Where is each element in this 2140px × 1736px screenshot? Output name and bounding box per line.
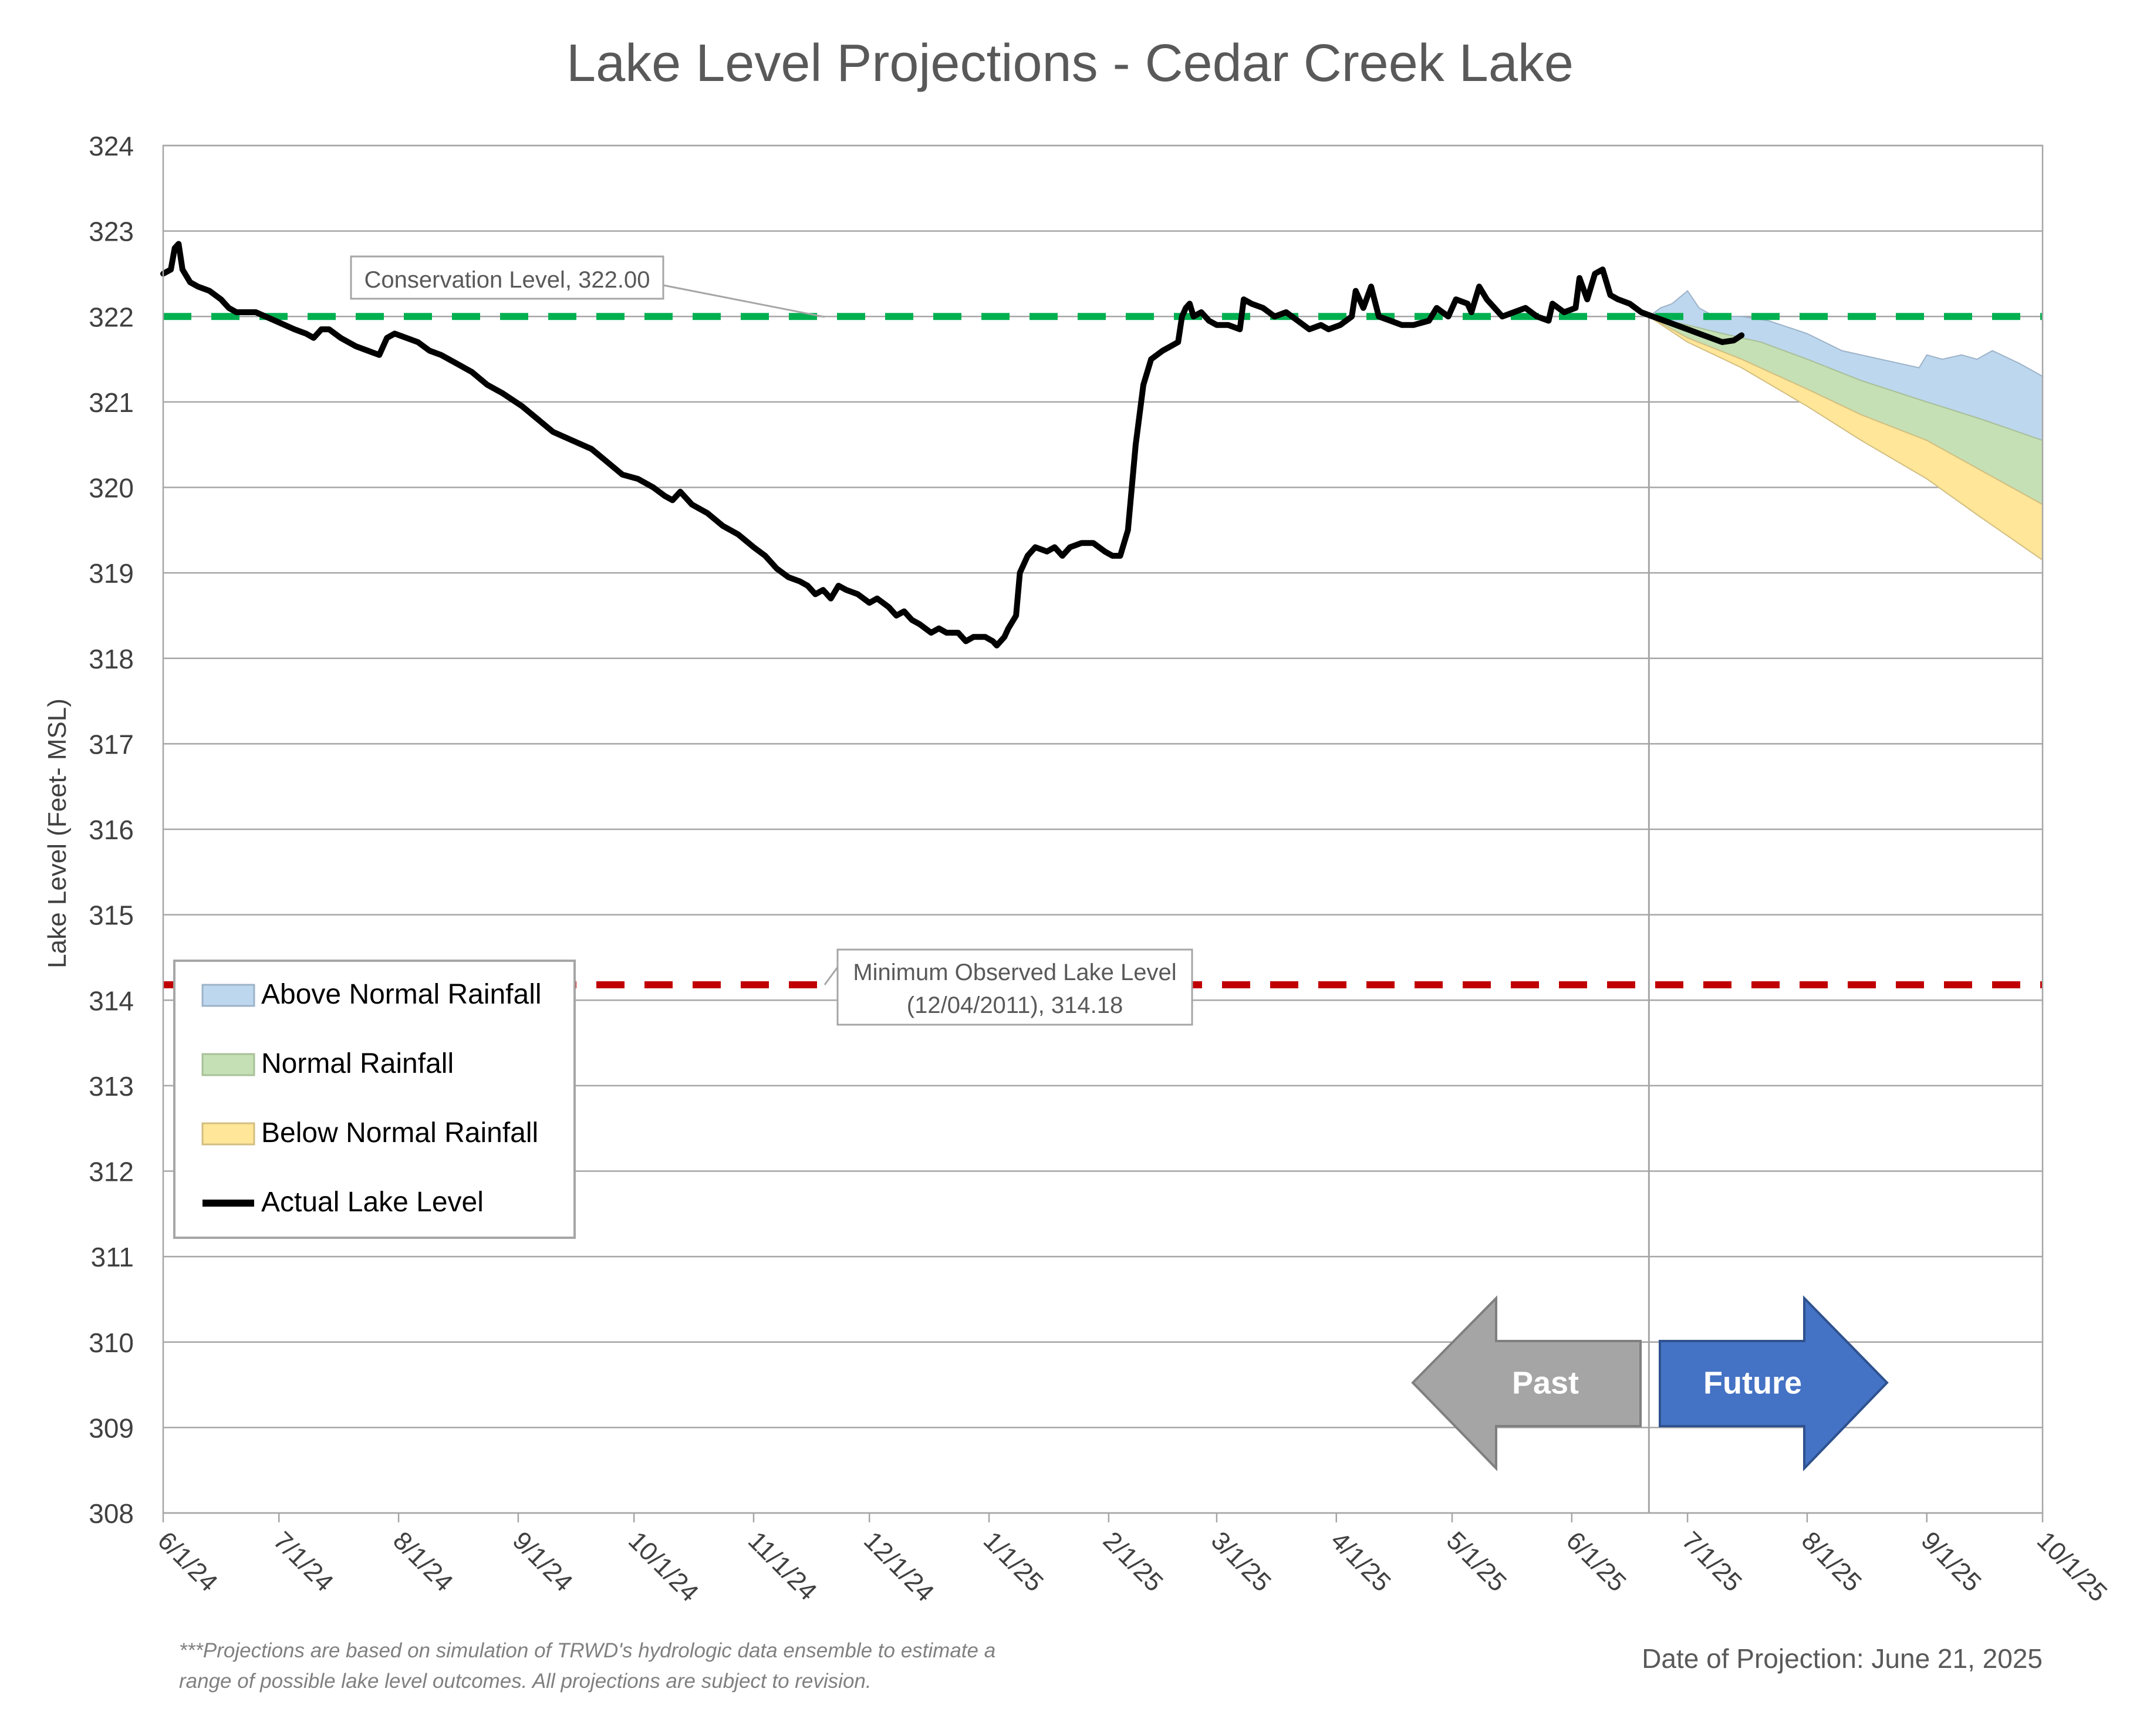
y-tick-label-310: 310 [89, 1328, 134, 1358]
actual-level-series [160, 241, 1745, 649]
legend-box [173, 960, 576, 1239]
y-tick-label-317: 317 [89, 729, 134, 759]
y-tick-label-319: 319 [89, 558, 134, 589]
legend-label-actual: Actual Lake Level [261, 1187, 484, 1218]
footnote-line2: range of possible lake level outcomes. A… [179, 1670, 872, 1693]
past-arrow-label: Past [1512, 1365, 1579, 1400]
chart-title: Lake Level Projections - Cedar Creek Lak… [566, 34, 1574, 93]
past-arrow: Past [1411, 1295, 1642, 1471]
legend-swatch-normal [201, 1053, 255, 1076]
y-tick-label-313: 313 [89, 1071, 134, 1102]
y-tick-label-316: 316 [89, 815, 134, 845]
series-line-actual-lake-level [160, 241, 1745, 649]
y-tick-label-318: 318 [89, 644, 134, 674]
y-axis-label: Lake Level (Feet- MSL) [43, 698, 72, 968]
y-tick-label-323: 323 [89, 217, 134, 247]
y-tick-label-308: 308 [89, 1498, 134, 1529]
y-tick-label-312: 312 [89, 1157, 134, 1187]
minimum-callout-leader [823, 967, 839, 985]
future-arrow: Future [1659, 1295, 1889, 1471]
y-tick-label-315: 315 [89, 900, 134, 931]
past-arrow-shape [1411, 1295, 1642, 1471]
conservation-callout-leader [663, 284, 825, 318]
legend: Above Normal Rainfall Normal Rainfall Be… [173, 960, 576, 1239]
legend-swatch-above [201, 984, 255, 1007]
y-tick-label-314: 314 [89, 985, 134, 1016]
minimum-callout: Minimum Observed Lake Level (12/04/2011)… [823, 948, 1193, 1026]
y-tick-label-311: 311 [91, 1242, 134, 1272]
legend-label-above: Above Normal Rainfall [261, 979, 542, 1010]
future-arrow-shape [1659, 1295, 1889, 1471]
minimum-callout-line1: Minimum Observed Lake Level [853, 960, 1176, 985]
plot-area-border [162, 144, 2044, 1514]
projection-date-text: Date of Projection: June 21, 2025 [1642, 1643, 2043, 1674]
conservation-callout: Conservation Level, 322.00 [350, 255, 825, 318]
legend-label-normal: Normal Rainfall [261, 1048, 454, 1079]
y-tick-label-309: 309 [89, 1413, 134, 1443]
future-arrow-label: Future [1703, 1365, 1802, 1400]
footnote-line1: ***Projections are based on simulation o… [179, 1639, 995, 1662]
y-tick-label-322: 322 [89, 302, 134, 332]
conservation-callout-box [350, 255, 664, 300]
y-tick-label-324: 324 [89, 131, 134, 161]
y-tick-label-320: 320 [89, 473, 134, 504]
conservation-callout-text: Conservation Level, 322.00 [364, 267, 650, 293]
y-tick-label-321: 321 [89, 387, 134, 418]
legend-label-below: Below Normal Rainfall [261, 1117, 538, 1149]
legend-swatch-below [201, 1122, 255, 1146]
minimum-callout-line2: (12/04/2011), 314.18 [907, 992, 1123, 1018]
minimum-callout-box [836, 948, 1193, 1026]
